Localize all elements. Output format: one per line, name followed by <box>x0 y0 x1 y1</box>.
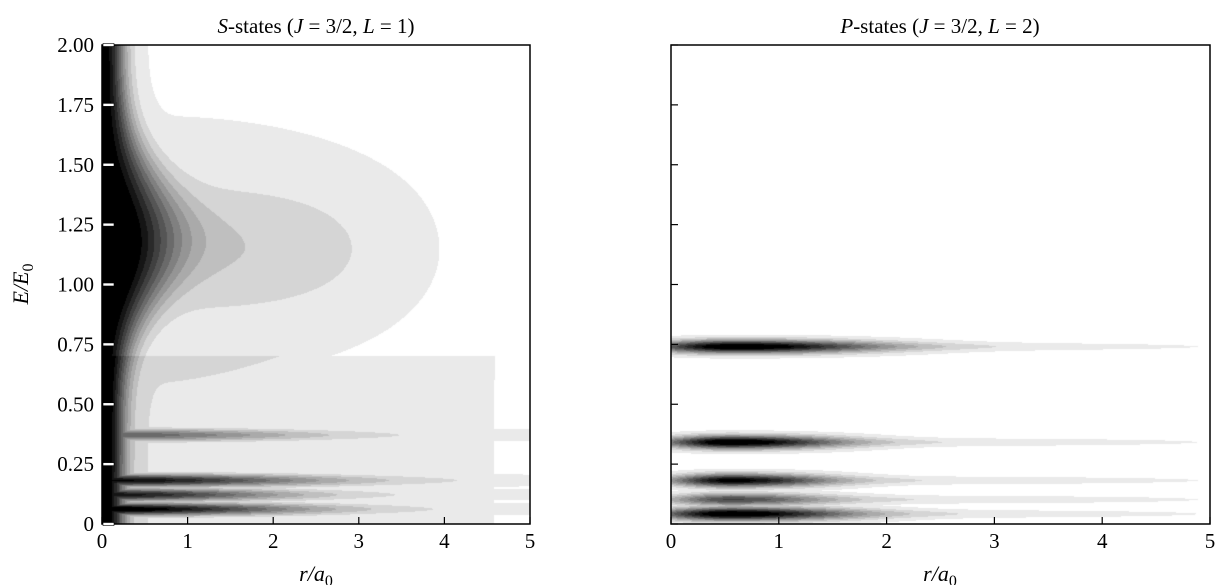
panel-p-title: P-states (J = 3/2, L = 2) <box>839 14 1039 38</box>
panel-s-y-ticks: 0 0.25 0.50 0.75 1.00 1.25 1.50 1.75 2.00 <box>57 33 115 536</box>
y-tick-mark <box>102 342 115 347</box>
x-tick-label: 4 <box>1097 529 1108 553</box>
x-tick-label: 5 <box>525 529 536 553</box>
x-tick-label: 2 <box>881 529 892 553</box>
y-tick-label: 1.50 <box>57 153 94 177</box>
panel-s-frame <box>101 44 531 525</box>
y-tick-label: 1.00 <box>57 273 94 297</box>
panel-s-title: S-states (J = 3/2, L = 1) <box>218 14 415 38</box>
y-tick-mark <box>102 222 115 227</box>
y-tick-mark <box>102 282 115 287</box>
x-tick-label: 0 <box>97 529 108 553</box>
x-tick-label: 3 <box>989 529 1000 553</box>
x-tick-label: 5 <box>1205 529 1216 553</box>
y-tick-mark <box>102 522 115 526</box>
y-tick-label: 0.25 <box>57 452 94 476</box>
panel-s-x-ticks: 0 1 2 3 4 5 <box>97 517 536 553</box>
panel-p-y-ticks <box>671 44 678 525</box>
panel-p-heatmap <box>671 45 1210 524</box>
y-tick-mark <box>102 43 115 47</box>
x-tick-label: 4 <box>439 529 450 553</box>
panel-p-states: P-states (J = 3/2, L = 2) 0 1 2 3 4 5 r/a0 <box>666 14 1216 585</box>
y-tick-label: 1.25 <box>57 213 94 237</box>
panel-p-x-ticks: 0 1 2 3 4 5 <box>666 517 1216 553</box>
x-tick-label: 3 <box>354 529 365 553</box>
y-tick-label: 0.75 <box>57 332 94 356</box>
x-tick-label: 1 <box>774 529 785 553</box>
y-tick-label: 2.00 <box>57 33 94 57</box>
x-tick-label: 2 <box>268 529 279 553</box>
y-tick-label: 0 <box>84 512 95 536</box>
panel-s-heatmap <box>102 45 530 524</box>
y-tick-mark <box>102 103 115 107</box>
x-tick-label: 1 <box>182 529 193 553</box>
y-tick-mark <box>102 402 115 407</box>
panel-p-xlabel: r/a0 <box>923 561 957 585</box>
y-tick-mark <box>102 162 115 167</box>
panel-s-xlabel: r/a0 <box>299 561 333 585</box>
x-tick-label: 0 <box>666 529 677 553</box>
y-tick-label: 1.75 <box>57 93 94 117</box>
y-tick-label: 0.50 <box>57 392 94 416</box>
panel-s-states: S-states (J = 3/2, L = 1) 0 1 2 3 4 5 0 0.25 0.… <box>8 14 535 585</box>
panel-s-ylabel: E/E0 <box>8 264 37 306</box>
y-tick-mark <box>102 462 115 466</box>
